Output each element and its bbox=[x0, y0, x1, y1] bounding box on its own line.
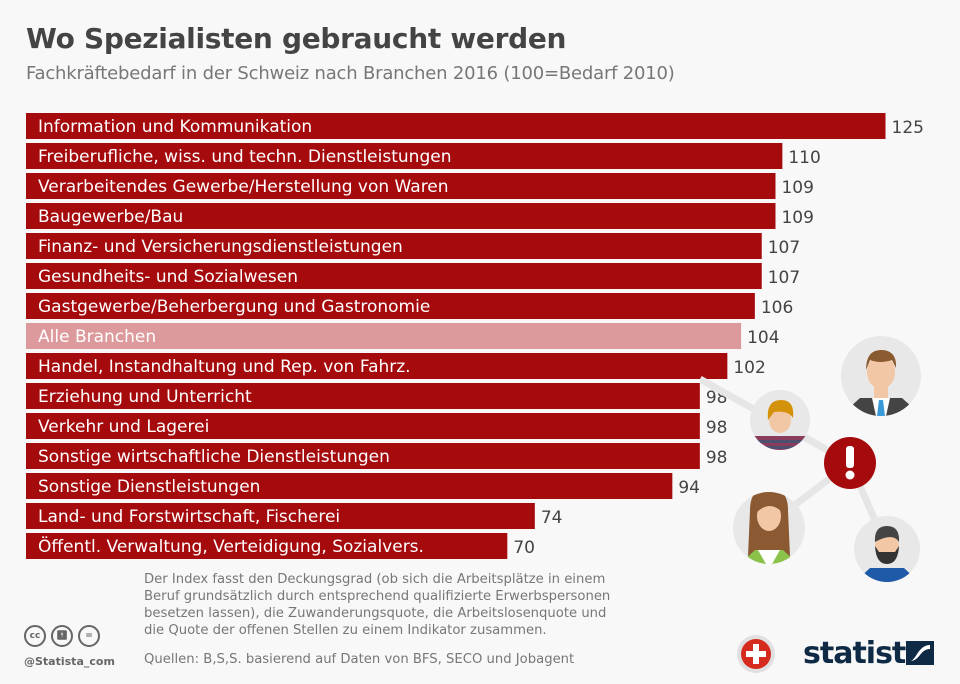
statista-logo[interactable]: statista bbox=[803, 636, 926, 671]
value-label: 102 bbox=[733, 358, 765, 378]
value-label: 106 bbox=[761, 298, 793, 318]
bar-row: Gesundheits- und Sozialwesen 107 bbox=[26, 263, 800, 289]
bar-row: Land- und Forstwirtschaft, Fischerei 74 bbox=[26, 503, 562, 529]
chart-subtitle: Fachkräftebedarf in der Schweiz nach Bra… bbox=[26, 63, 675, 84]
people-network-illustration bbox=[698, 320, 960, 594]
swiss-flag-icon bbox=[736, 634, 776, 678]
category-label: Baugewerbe/Bau bbox=[38, 207, 183, 227]
bar-row: Verarbeitendes Gewerbe/Herstellung von W… bbox=[26, 173, 814, 199]
bar bbox=[26, 413, 700, 439]
category-label: Handel, Instandhaltung und Rep. von Fahr… bbox=[38, 357, 411, 377]
bar bbox=[26, 473, 673, 499]
bar bbox=[26, 263, 762, 289]
bar-chart: Information und Kommunikation 125 Freiberu… bbox=[26, 113, 924, 559]
category-label: Verkehr und Lagerei bbox=[38, 417, 209, 437]
category-label: Öffentl. Verwaltung, Verteidigung, Sozia… bbox=[38, 535, 424, 557]
bar-row: Verkehr und Lagerei 98 bbox=[26, 413, 727, 439]
bar-row: Baugewerbe/Bau 109 bbox=[26, 203, 814, 229]
statista-logo-mark-icon bbox=[906, 641, 934, 669]
bar-row: Alle Branchen 104 bbox=[26, 323, 780, 349]
chart-title: Wo Spezialisten gebraucht werden bbox=[26, 22, 567, 55]
attribution-icon: 🚹︎ bbox=[51, 625, 73, 647]
methodology-note: Der Index fasst den Deckungsgrad (ob sic… bbox=[144, 572, 611, 638]
bar-row: Sonstige wirtschaftliche Dienstleistunge… bbox=[26, 443, 727, 469]
bar-row: Handel, Instandhaltung und Rep. von Fahr… bbox=[26, 353, 766, 379]
bar bbox=[26, 203, 776, 229]
bar-row: Finanz- und Versicherungsdienstleistunge… bbox=[26, 233, 800, 259]
category-label: Gesundheits- und Sozialwesen bbox=[38, 267, 298, 287]
source-text: Quellen: B,S,S. basierend auf Daten von … bbox=[144, 652, 575, 667]
value-label: 125 bbox=[892, 118, 924, 138]
value-label: 74 bbox=[541, 508, 563, 528]
bar bbox=[26, 443, 700, 469]
value-label: 70 bbox=[513, 538, 535, 558]
category-label: Verarbeitendes Gewerbe/Herstellung von W… bbox=[38, 177, 449, 197]
value-label: 109 bbox=[781, 178, 813, 198]
creative-commons-icon: cc bbox=[24, 625, 46, 647]
value-label: 98 bbox=[706, 448, 728, 468]
bar-row: Freiberufliche, wiss. und techn. Dienstl… bbox=[26, 143, 821, 169]
license-icons[interactable]: cc 🚹︎ = bbox=[24, 625, 100, 647]
bar-row: Gastgewerbe/Beherbergung und Gastronomie… bbox=[26, 293, 793, 319]
value-label: 107 bbox=[768, 238, 800, 258]
category-label: Freiberufliche, wiss. und techn. Dienstl… bbox=[38, 147, 451, 167]
category-label: Land- und Forstwirtschaft, Fischerei bbox=[38, 507, 340, 527]
bar bbox=[26, 173, 776, 199]
bar-row: Erziehung und Unterricht 98 bbox=[26, 383, 727, 409]
value-label: 104 bbox=[747, 328, 779, 348]
bar-row: Öffentl. Verwaltung, Verteidigung, Sozia… bbox=[26, 533, 535, 559]
category-label: Gastgewerbe/Beherbergung und Gastronomie bbox=[38, 297, 430, 317]
businessman-avatar-icon bbox=[841, 336, 921, 416]
category-label: Finanz- und Versicherungsdienstleistunge… bbox=[38, 237, 403, 257]
category-label: Information und Kommunikation bbox=[38, 117, 312, 137]
value-label: 98 bbox=[706, 418, 728, 438]
bar bbox=[26, 323, 742, 349]
no-derivatives-icon: = bbox=[78, 625, 100, 647]
category-label: Erziehung und Unterricht bbox=[38, 387, 252, 407]
bar bbox=[26, 353, 728, 379]
bar bbox=[26, 293, 755, 319]
bar bbox=[26, 383, 700, 409]
bar bbox=[26, 533, 508, 559]
bar-row: Sonstige Dienstleistungen 94 bbox=[26, 473, 700, 499]
bar bbox=[26, 143, 783, 169]
category-label: Alle Branchen bbox=[38, 327, 156, 347]
bar bbox=[26, 233, 762, 259]
woman-avatar-icon bbox=[733, 492, 805, 564]
value-label: 94 bbox=[678, 478, 700, 498]
bar bbox=[26, 113, 886, 139]
bearded-man-avatar-icon bbox=[854, 516, 920, 582]
category-label: Sonstige Dienstleistungen bbox=[38, 477, 260, 497]
young-man-avatar-icon bbox=[750, 390, 810, 450]
bar bbox=[26, 503, 535, 529]
category-label: Sonstige wirtschaftliche Dienstleistunge… bbox=[38, 447, 390, 467]
alert-icon bbox=[824, 437, 876, 489]
value-label: 107 bbox=[768, 268, 800, 288]
statista-handle[interactable]: @Statista_com bbox=[24, 655, 115, 668]
bar-row: Information und Kommunikation 125 bbox=[26, 113, 924, 139]
value-label: 109 bbox=[781, 208, 813, 228]
value-label: 110 bbox=[788, 148, 820, 168]
